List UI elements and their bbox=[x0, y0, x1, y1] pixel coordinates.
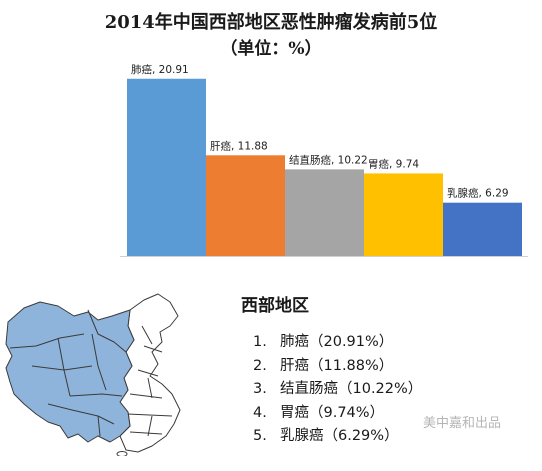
list-item: 5. 乳腺癌（6.29%） bbox=[253, 425, 422, 449]
map-hainan bbox=[116, 451, 128, 456]
region-title: 西部地区 bbox=[241, 296, 309, 316]
bar-1 bbox=[127, 78, 206, 257]
item-text: 胃癌（9.74%） bbox=[280, 404, 385, 421]
map-west-province-lines bbox=[9, 309, 127, 437]
list-item: 1. 肺癌（20.91%） bbox=[253, 331, 422, 355]
chart-title: 2014年中国西部地区恶性肿瘤发病前5位 bbox=[104, 12, 438, 33]
item-number: 2. bbox=[253, 357, 267, 374]
data-label-2: 肝癌, 11.88 bbox=[210, 139, 268, 152]
data-label-4: 胃癌, 9.74 bbox=[368, 157, 419, 170]
bar-5 bbox=[443, 202, 522, 256]
bar-2 bbox=[206, 155, 285, 256]
data-label-1: 肺癌, 20.91 bbox=[131, 63, 189, 76]
chart-subtitle: （单位：%） bbox=[220, 39, 322, 59]
bar-chart: 肺癌, 20.91 肝癌, 11.88 结直肠癌, 10.22 胃癌, 9.74 乳腺癌… bbox=[120, 63, 528, 257]
watermark: 美中嘉和出品 bbox=[423, 416, 502, 431]
item-text: 肝癌（11.88%） bbox=[280, 357, 394, 374]
list-item: 3. 结直肠癌（10.22%） bbox=[253, 378, 422, 402]
list-item: 2. 肝癌（11.88%） bbox=[253, 355, 422, 379]
bar-3 bbox=[285, 169, 364, 256]
item-number: 5. bbox=[253, 428, 267, 444]
item-number: 1. bbox=[253, 334, 267, 350]
data-label-3: 结直肠癌, 10.22 bbox=[289, 153, 368, 166]
bar-4 bbox=[364, 173, 443, 256]
map-west-region bbox=[5, 301, 135, 443]
item-number: 4. bbox=[253, 404, 267, 421]
ranking-list: 1. 肺癌（20.91%） 2. 肝癌（11.88%） 3. 结直肠癌（10.22%）… bbox=[253, 331, 422, 449]
list-item: 4. 胃癌（9.74%） bbox=[253, 402, 422, 426]
item-text: 乳腺癌（6.29%） bbox=[280, 428, 399, 444]
item-number: 3. bbox=[253, 381, 267, 397]
map-east-province-lines bbox=[125, 325, 173, 437]
china-map bbox=[5, 293, 181, 456]
data-label-5: 乳腺癌, 6.29 bbox=[447, 187, 509, 200]
item-text: 肺癌（20.91%） bbox=[280, 334, 394, 350]
item-text: 结直肠癌（10.22%） bbox=[280, 381, 423, 397]
